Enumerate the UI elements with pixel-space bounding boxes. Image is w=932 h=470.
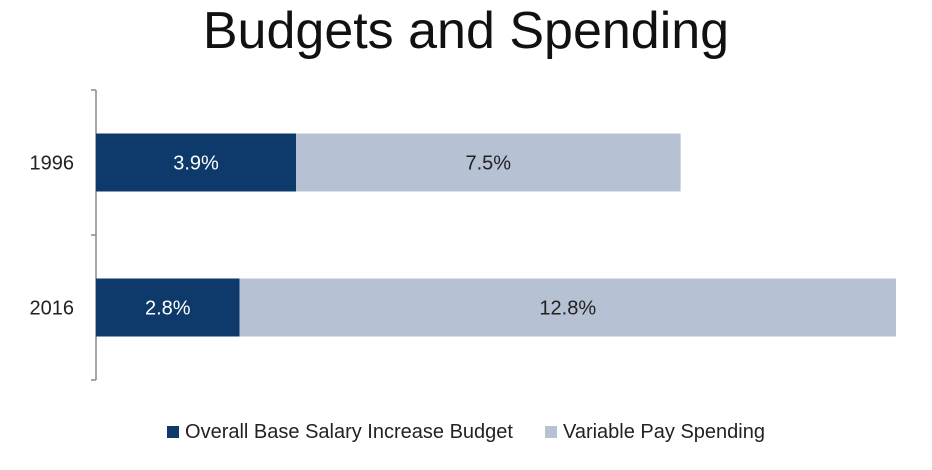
- legend-label-variable-pay: Variable Pay Spending: [562, 420, 765, 443]
- legend-label-base-salary: Overall Base Salary Increase Budget: [185, 420, 513, 443]
- bar-base-salary-1996: [96, 133, 296, 192]
- bar-variable-pay-1996: [296, 133, 681, 192]
- legend-item-base-salary: Overall Base Salary Increase Budget: [167, 421, 513, 444]
- y-tick-label-1996: 1996: [30, 153, 75, 175]
- data-label-base-salary-2016: 2.8%: [145, 298, 191, 320]
- data-label-variable-pay-2016: 12.8%: [539, 298, 596, 320]
- chart-legend: Overall Base Salary Increase Budget Vari…: [0, 415, 932, 449]
- y-tick-label-2016: 2016: [30, 298, 75, 320]
- data-label-base-salary-1996: 3.9%: [173, 153, 219, 175]
- legend-swatch-variable-pay: [544, 426, 557, 438]
- legend-swatch-base-salary: [167, 426, 180, 438]
- legend-item-variable-pay: Variable Pay Spending: [544, 420, 765, 444]
- bar-base-salary-2016: [96, 278, 240, 337]
- data-label-variable-pay-1996: 7.5%: [466, 153, 512, 175]
- chart-title: Budgets and Spending: [202, 2, 730, 60]
- bar-chart: 1996 2016 3.9% 7.5% 2.8% 12.8%: [30, 89, 897, 381]
- bar-variable-pay-2016: [239, 278, 897, 337]
